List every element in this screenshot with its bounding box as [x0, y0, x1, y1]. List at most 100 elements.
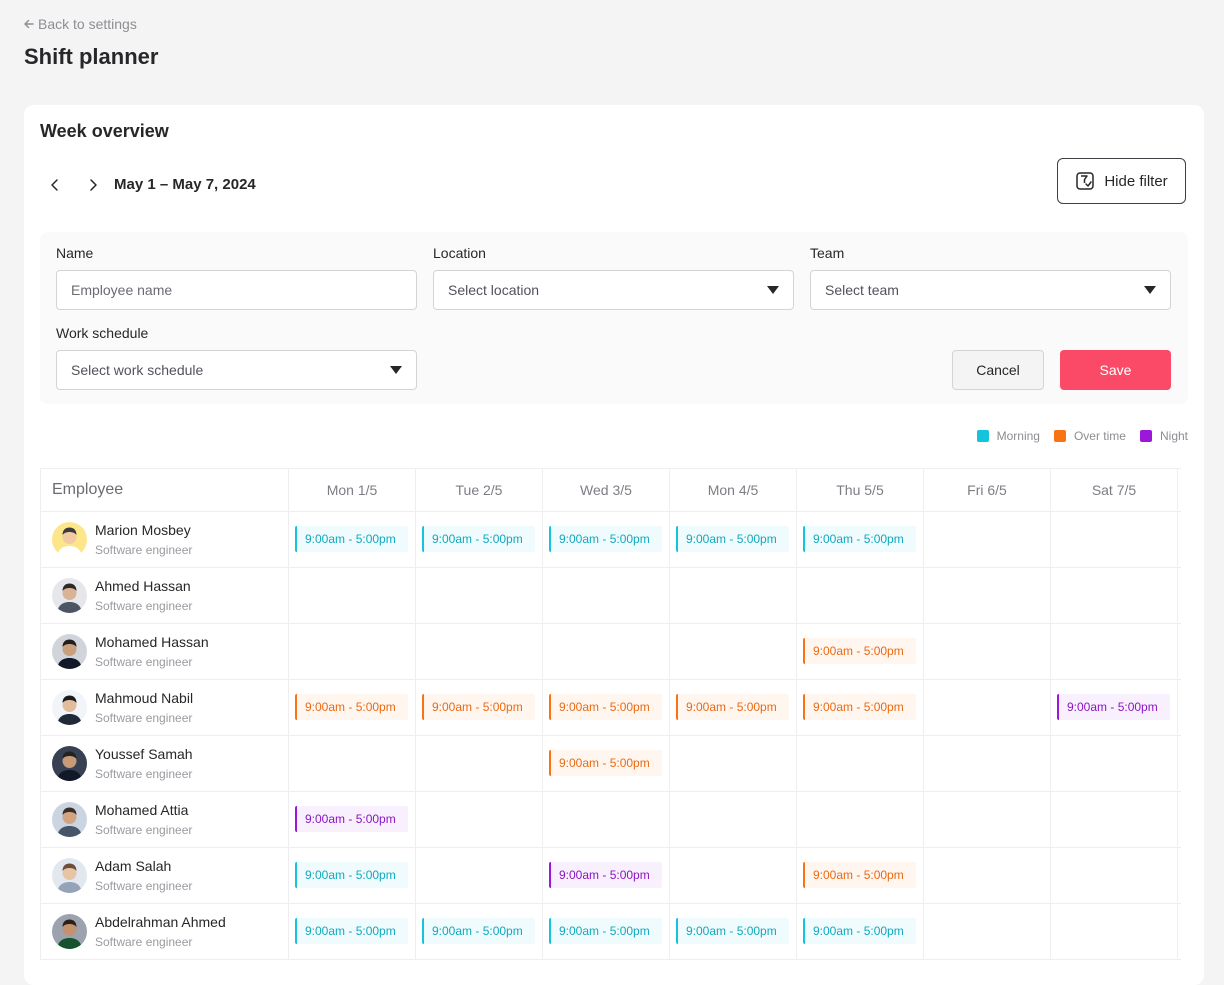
shift-chip-morning[interactable]: 9:00am - 5:00pm [676, 526, 789, 552]
day-cell[interactable] [289, 624, 416, 679]
day-cell[interactable]: 9:00am - 5:00pm [797, 680, 924, 735]
shift-chip-morning[interactable]: 9:00am - 5:00pm [295, 862, 408, 888]
shift-chip-morning[interactable]: 9:00am - 5:00pm [295, 526, 408, 552]
shift-chip-overtime[interactable]: 9:00am - 5:00pm [549, 750, 662, 776]
day-cell[interactable] [797, 736, 924, 791]
grid-header-row: Employee Mon 1/5 Tue 2/5 Wed 3/5 Mon 4/5… [40, 468, 1181, 512]
shift-chip-morning[interactable]: 9:00am - 5:00pm [549, 526, 662, 552]
location-select[interactable]: Select location [433, 270, 794, 310]
employee-meta: Mahmoud Nabil Software engineer [95, 690, 193, 725]
day-cell[interactable] [924, 680, 1051, 735]
day-cell[interactable]: 9:00am - 5:00pm [543, 680, 670, 735]
day-cell[interactable]: 9:00am - 5:00pm [543, 904, 670, 959]
day-cell[interactable]: 9:00am - 5:00pm [797, 624, 924, 679]
day-cell[interactable]: 9:00am - 5:00pm [416, 512, 543, 567]
day-cell[interactable] [670, 792, 797, 847]
day-cell[interactable] [543, 568, 670, 623]
shift-chip-morning[interactable]: 9:00am - 5:00pm [803, 526, 916, 552]
legend-swatch [1139, 430, 1152, 442]
day-cell[interactable] [1051, 736, 1178, 791]
shift-chip-morning[interactable]: 9:00am - 5:00pm [422, 526, 535, 552]
shift-chip-overtime[interactable]: 9:00am - 5:00pm [803, 862, 916, 888]
day-cell[interactable] [670, 568, 797, 623]
shift-chip-overtime[interactable]: 9:00am - 5:00pm [803, 694, 916, 720]
back-to-settings-link[interactable]: Back to settings [24, 16, 137, 32]
employee-name: Abdelrahman Ahmed [95, 914, 226, 930]
day-cell[interactable] [1051, 512, 1178, 567]
employee-cell: Youssef Samah Software engineer [40, 736, 289, 791]
day-cell[interactable]: 9:00am - 5:00pm [416, 904, 543, 959]
shift-chip-overtime[interactable]: 9:00am - 5:00pm [676, 694, 789, 720]
shift-chip-morning[interactable]: 9:00am - 5:00pm [549, 918, 662, 944]
team-select[interactable]: Select team [810, 270, 1171, 310]
day-cell[interactable]: 9:00am - 5:00pm [797, 512, 924, 567]
day-cell[interactable] [797, 568, 924, 623]
day-cell[interactable] [416, 736, 543, 791]
work-schedule-select[interactable]: Select work schedule [56, 350, 417, 390]
week-overview-title: Week overview [40, 121, 169, 141]
day-cell[interactable]: 9:00am - 5:00pm [289, 848, 416, 903]
shift-chip-morning[interactable]: 9:00am - 5:00pm [676, 918, 789, 944]
shift-chip-morning[interactable]: 9:00am - 5:00pm [422, 918, 535, 944]
day-cell[interactable] [416, 848, 543, 903]
day-cell[interactable] [416, 568, 543, 623]
day-cell[interactable] [924, 792, 1051, 847]
day-cell[interactable] [543, 792, 670, 847]
employee-meta: Marion Mosbey Software engineer [95, 522, 192, 557]
day-cell[interactable]: 9:00am - 5:00pm [543, 512, 670, 567]
employee-role: Software engineer [95, 711, 193, 725]
day-cell[interactable] [1051, 904, 1178, 959]
day-cell[interactable] [416, 792, 543, 847]
shift-chip-night[interactable]: 9:00am - 5:00pm [295, 806, 408, 832]
day-cell[interactable] [924, 736, 1051, 791]
day-cell[interactable] [670, 848, 797, 903]
shift-chip-morning[interactable]: 9:00am - 5:00pm [803, 918, 916, 944]
shift-chip-overtime[interactable]: 9:00am - 5:00pm [549, 694, 662, 720]
shift-chip-overtime[interactable]: 9:00am - 5:00pm [803, 638, 916, 664]
day-cell[interactable]: 9:00am - 5:00pm [797, 904, 924, 959]
column-header-employee: Employee [40, 469, 289, 511]
day-cell[interactable] [924, 512, 1051, 567]
employee-name-input[interactable] [56, 270, 417, 310]
day-cell[interactable]: 9:00am - 5:00pm [289, 904, 416, 959]
day-cell[interactable]: 9:00am - 5:00pm [670, 680, 797, 735]
day-cell[interactable] [543, 624, 670, 679]
hide-filter-button[interactable]: Hide filter [1057, 158, 1186, 204]
shift-chip-overtime[interactable]: 9:00am - 5:00pm [295, 694, 408, 720]
day-cell[interactable] [1051, 568, 1178, 623]
day-cell[interactable]: 9:00am - 5:00pm [543, 736, 670, 791]
day-cell[interactable] [1051, 792, 1178, 847]
shift-chip-overtime[interactable]: 9:00am - 5:00pm [422, 694, 535, 720]
day-cell[interactable] [924, 568, 1051, 623]
day-cell[interactable] [924, 904, 1051, 959]
day-cell[interactable]: 9:00am - 5:00pm [670, 904, 797, 959]
day-cell[interactable]: 9:00am - 5:00pm [289, 680, 416, 735]
day-cell[interactable] [797, 792, 924, 847]
employee-cell: Mahmoud Nabil Software engineer [40, 680, 289, 735]
shift-chip-night[interactable]: 9:00am - 5:00pm [1057, 694, 1170, 720]
week-overview-card: Week overview May 1 – May 7, 2024 Hide f… [24, 105, 1204, 985]
day-cell[interactable]: 9:00am - 5:00pm [289, 512, 416, 567]
day-cell[interactable] [924, 624, 1051, 679]
shift-chip-night[interactable]: 9:00am - 5:00pm [549, 862, 662, 888]
day-cell[interactable] [289, 568, 416, 623]
previous-week-button[interactable] [43, 173, 67, 197]
day-cell[interactable] [289, 736, 416, 791]
day-cell[interactable]: 9:00am - 5:00pm [670, 512, 797, 567]
save-button[interactable]: Save [1060, 350, 1171, 390]
legend-item-morning: Morning [976, 429, 1040, 443]
cancel-button[interactable]: Cancel [952, 350, 1044, 390]
shift-chip-morning[interactable]: 9:00am - 5:00pm [295, 918, 408, 944]
day-cell[interactable]: 9:00am - 5:00pm [1051, 680, 1178, 735]
day-cell[interactable] [670, 624, 797, 679]
next-week-button[interactable] [81, 173, 105, 197]
day-cell[interactable]: 9:00am - 5:00pm [416, 680, 543, 735]
day-cell[interactable]: 9:00am - 5:00pm [543, 848, 670, 903]
day-cell[interactable]: 9:00am - 5:00pm [289, 792, 416, 847]
day-cell[interactable] [1051, 848, 1178, 903]
day-cell[interactable]: 9:00am - 5:00pm [797, 848, 924, 903]
day-cell[interactable] [1051, 624, 1178, 679]
day-cell[interactable] [670, 736, 797, 791]
day-cell[interactable] [924, 848, 1051, 903]
day-cell[interactable] [416, 624, 543, 679]
